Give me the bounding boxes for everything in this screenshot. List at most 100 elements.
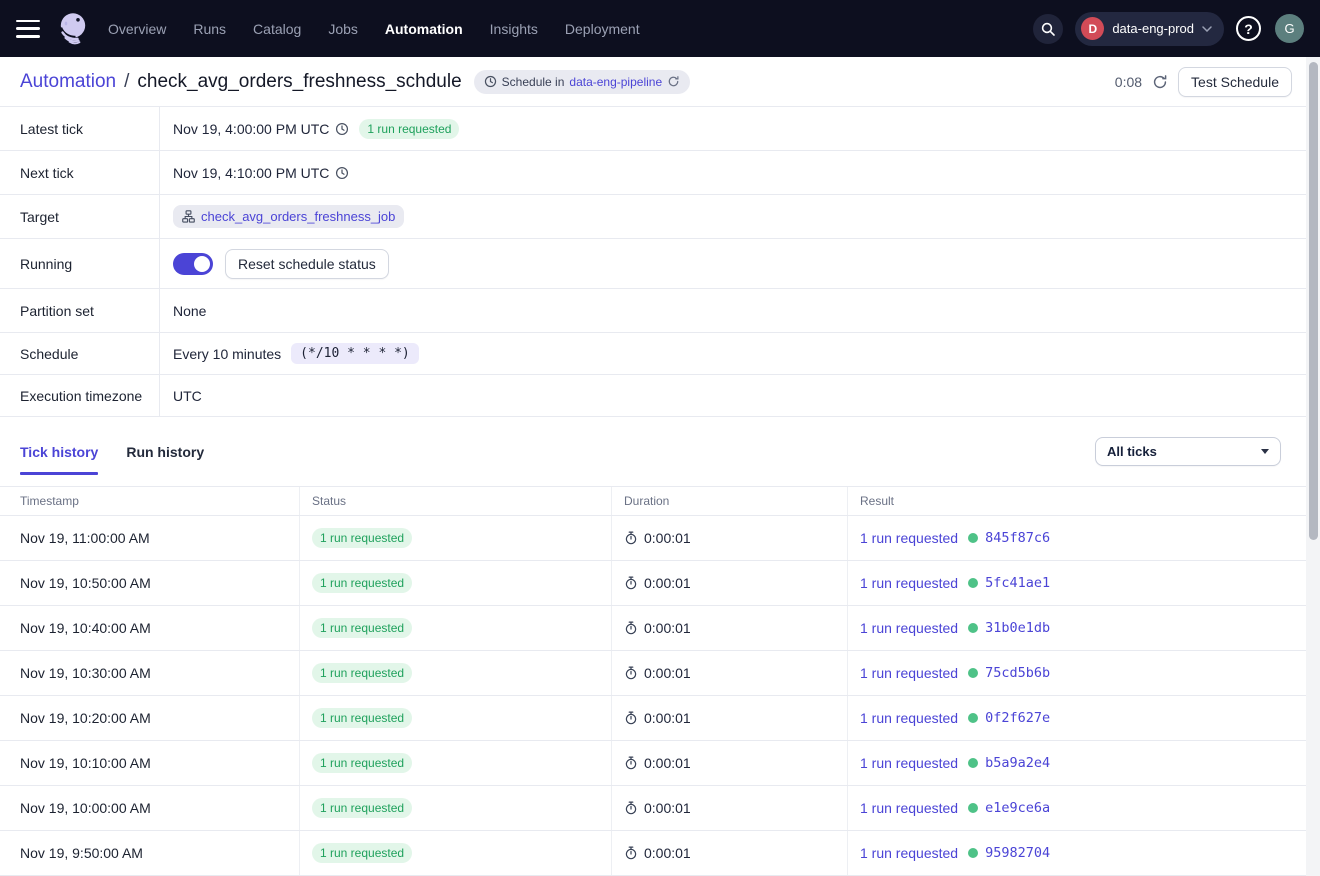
detail-row-partition-set: Partition set None (0, 289, 1320, 333)
running-toggle[interactable] (173, 252, 213, 275)
search-icon (1042, 22, 1056, 36)
run-requested-link[interactable]: 1 run requested (860, 755, 959, 771)
reload-location-icon[interactable] (667, 75, 680, 88)
detail-row-running: Running Reset schedule status (0, 239, 1320, 289)
tick-duration: 0:00:01 (644, 575, 691, 591)
table-row: Nov 19, 10:20:00 AM 1 run requested 0:00… (0, 696, 1320, 741)
breadcrumb-separator: / (124, 70, 130, 92)
run-id-link[interactable]: 5fc41ae1 (985, 575, 1051, 591)
nav-item-runs[interactable]: Runs (193, 20, 227, 37)
search-button[interactable] (1033, 13, 1064, 44)
table-row: Nov 19, 10:10:00 AM 1 run requested 0:00… (0, 741, 1320, 786)
stopwatch-icon (624, 666, 638, 680)
latest-tick-status-badge: 1 run requested (359, 118, 460, 139)
run-id-link[interactable]: 845f87c6 (985, 530, 1051, 546)
workspace-switcher[interactable]: D data-eng-prod (1075, 11, 1224, 46)
stopwatch-icon (624, 621, 638, 635)
cron-expression: (*/10 * * * *) (291, 343, 419, 364)
detail-row-target: Target check_avg_orders_freshness_job (0, 195, 1320, 239)
latest-tick-label: Latest tick (0, 107, 160, 150)
run-status-dot (968, 533, 979, 543)
menu-icon[interactable] (16, 19, 40, 38)
scrollbar-thumb[interactable] (1308, 62, 1318, 540)
nav-item-insights[interactable]: Insights (489, 20, 538, 37)
tick-timestamp: Nov 19, 10:10:00 AM (20, 755, 151, 771)
tick-duration: 0:00:01 (644, 755, 691, 771)
table-row: Nov 19, 10:50:00 AM 1 run requested 0:00… (0, 561, 1320, 606)
tick-history-table: Timestamp Status Duration Result Nov 19,… (0, 486, 1320, 876)
run-requested-link[interactable]: 1 run requested (860, 845, 959, 861)
refresh-icon[interactable] (1152, 74, 1168, 90)
run-requested-link[interactable]: 1 run requested (860, 620, 959, 636)
nav-item-overview[interactable]: Overview (108, 20, 167, 37)
schedule-label: Schedule (0, 333, 160, 374)
nav-right: D data-eng-prod ? G (1033, 11, 1304, 46)
target-label: Target (0, 195, 160, 238)
detail-row-timezone: Execution timezone UTC (0, 375, 1320, 417)
nav-item-deployment[interactable]: Deployment (564, 20, 640, 37)
run-id-link[interactable]: e1e9ce6a (985, 800, 1051, 816)
tab-tick-history[interactable]: Tick history (20, 443, 99, 475)
tick-status-badge: 1 run requested (312, 708, 413, 728)
run-status-dot (968, 803, 979, 813)
run-status-dot (968, 848, 979, 858)
run-id-link[interactable]: 75cd5b6b (985, 665, 1051, 681)
chevron-down-icon (1202, 25, 1212, 32)
run-requested-link[interactable]: 1 run requested (860, 530, 959, 546)
clock-icon (335, 166, 349, 180)
help-icon[interactable]: ? (1236, 16, 1261, 41)
test-schedule-button[interactable]: Test Schedule (1178, 66, 1292, 97)
run-id-link[interactable]: 95982704 (985, 845, 1051, 861)
tick-duration: 0:00:01 (644, 665, 691, 681)
dagster-logo-icon[interactable] (54, 9, 92, 49)
nav-item-jobs[interactable]: Jobs (328, 20, 358, 37)
tick-status-badge: 1 run requested (312, 528, 413, 548)
caret-down-icon (1261, 449, 1269, 454)
primary-nav: Overview Runs Catalog Jobs Automation In… (108, 21, 640, 37)
timezone-value: UTC (173, 387, 202, 404)
tick-status-badge: 1 run requested (312, 798, 413, 818)
run-requested-link[interactable]: 1 run requested (860, 800, 959, 816)
tick-timestamp: Nov 19, 10:50:00 AM (20, 575, 151, 591)
user-avatar[interactable]: G (1275, 14, 1304, 43)
run-requested-link[interactable]: 1 run requested (860, 575, 959, 591)
scrollbar-track[interactable] (1306, 57, 1320, 876)
partition-set-label: Partition set (0, 289, 160, 332)
page-title: check_avg_orders_freshness_schdule (137, 70, 462, 92)
tick-duration: 0:00:01 (644, 710, 691, 726)
tick-duration: 0:00:01 (644, 530, 691, 546)
schedule-details: Latest tick Nov 19, 4:00:00 PM UTC 1 run… (0, 107, 1320, 417)
reset-schedule-status-button[interactable]: Reset schedule status (225, 248, 389, 279)
schedule-description: Every 10 minutes (173, 345, 282, 362)
top-nav: Overview Runs Catalog Jobs Automation In… (0, 0, 1320, 57)
dagster-octopus-icon (60, 12, 86, 44)
breadcrumb-automation-link[interactable]: Automation (20, 70, 117, 92)
target-job-link[interactable]: check_avg_orders_freshness_job (173, 205, 405, 228)
tab-run-history[interactable]: Run history (126, 443, 205, 460)
stopwatch-icon (624, 711, 638, 725)
code-location-link[interactable]: data-eng-pipeline (569, 74, 663, 89)
col-header-timestamp: Timestamp (0, 487, 300, 515)
tick-duration: 0:00:01 (644, 800, 691, 816)
run-requested-link[interactable]: 1 run requested (860, 710, 959, 726)
run-requested-link[interactable]: 1 run requested (860, 665, 959, 681)
table-row: Nov 19, 9:50:00 AM 1 run requested 0:00:… (0, 831, 1320, 876)
tick-status-badge: 1 run requested (312, 753, 413, 773)
tick-timestamp: Nov 19, 9:50:00 AM (20, 845, 143, 861)
tick-duration: 0:00:01 (644, 620, 691, 636)
nav-item-catalog[interactable]: Catalog (253, 20, 302, 37)
run-id-link[interactable]: 0f2f627e (985, 710, 1051, 726)
run-id-link[interactable]: 31b0e1db (985, 620, 1051, 636)
tick-filter-select[interactable]: All ticks (1095, 437, 1281, 466)
tick-timestamp: Nov 19, 10:20:00 AM (20, 710, 151, 726)
stopwatch-icon (624, 576, 638, 590)
tick-timestamp: Nov 19, 10:00:00 AM (20, 800, 151, 816)
run-status-dot (968, 578, 979, 588)
col-header-result: Result (860, 494, 895, 508)
tick-status-badge: 1 run requested (312, 618, 413, 638)
nav-item-automation[interactable]: Automation (384, 20, 463, 37)
run-id-link[interactable]: b5a9a2e4 (985, 755, 1051, 771)
run-status-dot (968, 713, 979, 723)
table-row: Nov 19, 10:00:00 AM 1 run requested 0:00… (0, 786, 1320, 831)
tick-status-badge: 1 run requested (312, 573, 413, 593)
